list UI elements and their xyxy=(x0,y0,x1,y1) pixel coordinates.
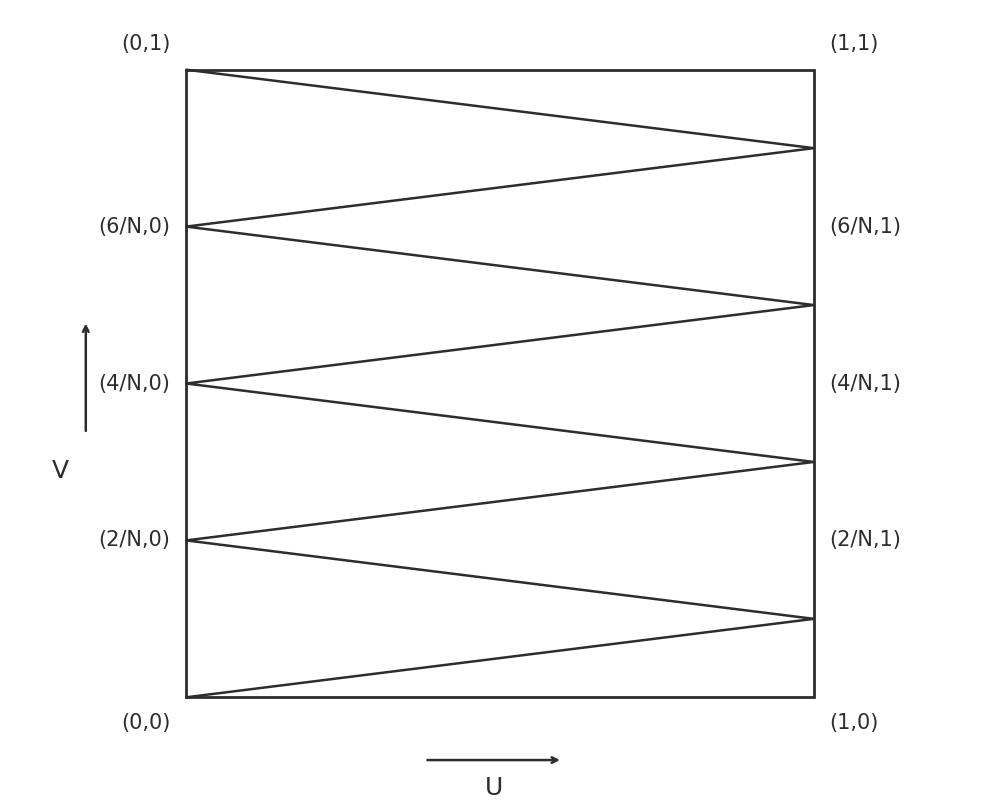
Text: (0,1): (0,1) xyxy=(121,34,171,54)
Text: V: V xyxy=(52,459,69,483)
Text: (6/N,0): (6/N,0) xyxy=(99,217,171,236)
Text: (1,1): (1,1) xyxy=(829,34,879,54)
Bar xyxy=(186,70,814,697)
Text: (4/N,0): (4/N,0) xyxy=(99,374,171,393)
Text: U: U xyxy=(485,776,503,800)
Text: (1,0): (1,0) xyxy=(829,713,879,733)
Text: (6/N,1): (6/N,1) xyxy=(829,217,901,236)
Text: (2/N,0): (2/N,0) xyxy=(99,531,171,550)
Text: (2/N,1): (2/N,1) xyxy=(829,531,901,550)
Text: (0,0): (0,0) xyxy=(121,713,171,733)
Text: (4/N,1): (4/N,1) xyxy=(829,374,901,393)
